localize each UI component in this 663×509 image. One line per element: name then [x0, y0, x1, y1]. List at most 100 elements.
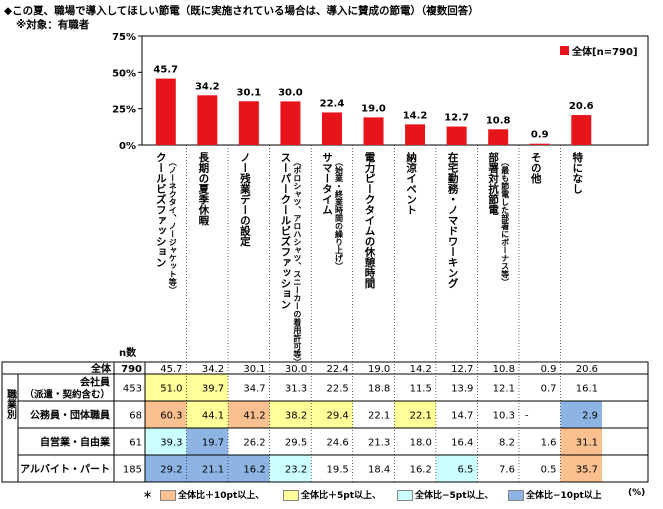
table-cell: 21.3 — [368, 438, 390, 449]
total-cell: 0.9 — [541, 364, 557, 375]
cell-highlight — [228, 401, 270, 428]
cell-highlight — [560, 428, 603, 455]
table-cell: 24.6 — [326, 438, 348, 449]
bar — [363, 117, 384, 145]
bar — [446, 126, 467, 145]
unit-label: (%) — [628, 488, 646, 498]
table-cell: 16.4 — [451, 438, 473, 449]
cell-highlight — [435, 455, 478, 482]
table-cell: 10.3 — [493, 411, 515, 422]
y-tick-label: 50% — [112, 68, 136, 79]
table-cell: 8.2 — [499, 438, 515, 449]
table-cell: 22.1 — [410, 411, 432, 422]
cell-highlight — [560, 455, 603, 482]
bar — [197, 95, 218, 145]
table-cell: 22.1 — [368, 411, 390, 422]
bar-value-label: 0.9 — [531, 130, 549, 141]
category-sublabel: （ポロシャツ、アロハシャツ、スニーカーの着用許可等） — [293, 158, 302, 366]
bar-value-label: 45.7 — [153, 65, 178, 76]
category-label: スーパークールビズファッション — [279, 152, 291, 310]
bar-value-label: 30.1 — [237, 87, 262, 98]
legend-swatch-minus10 — [508, 490, 524, 501]
category-sublabel: （ノーネクタイ、ノージャケット等） — [168, 158, 177, 294]
category-label: クールビズファッション — [155, 152, 167, 268]
y-tick-label: 25% — [112, 105, 136, 116]
legend-swatch — [560, 46, 569, 55]
bar-value-label: 10.8 — [486, 115, 511, 126]
cell-highlight — [311, 401, 353, 428]
total-cell: 19.0 — [368, 364, 390, 375]
category-label: 特になし — [571, 151, 583, 195]
legend-label: 全体[n=790] — [571, 45, 638, 58]
table-cell: 51.0 — [160, 384, 182, 395]
category-label: 電力ピークタイムの休憩時間 — [364, 152, 376, 289]
row-n: 453 — [123, 384, 142, 395]
bar — [529, 143, 550, 145]
side-label: 職業別 — [5, 388, 18, 420]
cell-highlight — [145, 455, 187, 482]
total-row-label: 全体 — [90, 362, 112, 375]
n-header: n数 — [119, 346, 137, 359]
category-label: サマータイム — [321, 152, 333, 215]
table-cell: 12.1 — [493, 384, 515, 395]
total-cell: 12.7 — [451, 364, 473, 375]
row-label: アルバイト・パート — [20, 464, 110, 476]
row-label: 自営業・自由業 — [40, 436, 111, 449]
cell-highlight — [186, 374, 229, 401]
cell-highlight — [145, 401, 187, 428]
table-cell: 31.3 — [285, 384, 307, 395]
table-cell: 29.5 — [285, 438, 307, 449]
row-n: 185 — [123, 465, 142, 476]
footnote-asterisk: ＊ — [143, 491, 153, 501]
cell-highlight — [145, 374, 187, 401]
table-cell: 21.1 — [202, 465, 224, 476]
legend-label-minus10: 全体比−10pt以上 — [526, 491, 602, 501]
row-label: 会社員 — [80, 376, 110, 389]
table-cell: 38.2 — [285, 411, 307, 422]
table-cell: 31.1 — [576, 438, 598, 449]
legend-swatch-plus10 — [160, 490, 176, 501]
table-cell: 13.9 — [451, 384, 473, 395]
total-row-n: 790 — [121, 364, 142, 375]
table-cell: 60.3 — [160, 411, 182, 422]
bar — [155, 78, 176, 145]
table-cell: 29.2 — [160, 465, 182, 476]
table-cell: - — [525, 411, 529, 422]
bar — [488, 129, 509, 145]
category-sublabel: （始業・終業時間の繰り上げ） — [333, 158, 343, 270]
table-cell: 18.4 — [368, 465, 390, 476]
cell-highlight — [145, 428, 187, 455]
y-tick-label: 75% — [112, 32, 136, 43]
category-label: 部署対抗節電 — [487, 151, 499, 216]
bar — [405, 124, 426, 145]
row-label: 公務員・団体職員 — [30, 409, 110, 422]
legend-label-plus5: 全体比＋5pt以上、 — [301, 491, 382, 501]
cell-highlight — [186, 428, 229, 455]
total-cell: 30.0 — [285, 364, 307, 375]
bar — [321, 112, 342, 145]
category-sublabel: （最も節電した部署にボーナス等） — [500, 158, 510, 286]
table-cell: 34.7 — [243, 384, 265, 395]
table-cell: 16.1 — [576, 384, 598, 395]
table-cell: 18.8 — [368, 384, 390, 395]
legend-swatch-plus5 — [283, 490, 299, 501]
total-cell: 20.6 — [576, 364, 598, 375]
bar — [571, 115, 592, 145]
bar-value-label: 19.0 — [361, 103, 386, 114]
total-cell: 45.7 — [160, 364, 182, 375]
category-label: 納涼イベント — [405, 151, 417, 215]
cell-highlight — [269, 455, 312, 482]
cell-highlight — [186, 455, 229, 482]
category-label: その他 — [530, 152, 542, 184]
row-sublabel: （派遣・契約含む） — [24, 389, 110, 401]
chart-title: ◆この夏、職場で導入してほしい節電（既に実施されている場合は、導入に賛成の節電）… — [4, 5, 479, 17]
legend-label-minus5: 全体比−5pt以上、 — [415, 491, 494, 501]
table-cell: 18.0 — [410, 438, 432, 449]
table-cell: 2.9 — [582, 411, 598, 422]
bar — [238, 101, 259, 145]
table-cell: 39.3 — [160, 438, 182, 449]
category-label: 長期の夏季休暇 — [197, 152, 209, 226]
table-cell: 14.7 — [451, 411, 473, 422]
table-cell: 35.7 — [576, 465, 598, 476]
cell-highlight — [394, 401, 436, 428]
